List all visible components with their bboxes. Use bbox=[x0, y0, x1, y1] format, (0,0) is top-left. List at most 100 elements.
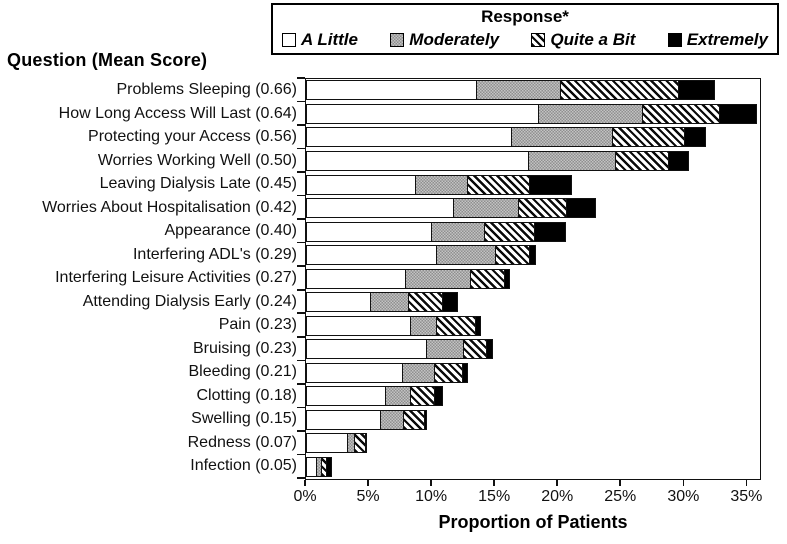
x-tick-label: 15% bbox=[478, 488, 511, 505]
bar-segment-a-little bbox=[307, 246, 436, 265]
bar-segment-quite-a-bit bbox=[612, 128, 685, 147]
bar-segment-a-little bbox=[307, 199, 454, 218]
bar-segment-quite-a-bit bbox=[614, 151, 668, 170]
bar-segment-moderately bbox=[347, 434, 354, 453]
bar-segment-moderately bbox=[475, 81, 561, 100]
bar-row bbox=[306, 268, 510, 289]
bar-segment-quite-a-bit bbox=[560, 81, 678, 100]
bar-segment-a-little bbox=[307, 293, 371, 312]
y-axis-tick bbox=[297, 477, 305, 479]
legend-items: A Little Moderately Quite a Bit Extremely bbox=[273, 28, 777, 52]
bar-segment-moderately bbox=[315, 457, 321, 476]
legend-title: Response* bbox=[481, 7, 569, 26]
bar-segment-quite-a-bit bbox=[463, 340, 487, 359]
bar-segment-extremely bbox=[667, 151, 688, 170]
bar-row bbox=[306, 245, 537, 266]
bar-row bbox=[306, 174, 572, 195]
y-axis-tick bbox=[297, 430, 305, 432]
category-label: Interfering Leisure Activities (0.27) bbox=[55, 269, 297, 287]
bar-segment-extremely bbox=[424, 410, 426, 429]
x-axis-tick bbox=[556, 480, 559, 486]
bar-row bbox=[306, 386, 443, 407]
bar-segment-a-little bbox=[307, 316, 411, 335]
legend-item-extremely: Extremely bbox=[667, 28, 768, 52]
x-axis-title: Proportion of Patients bbox=[438, 512, 628, 532]
legend-box: Response* A Little Moderately Quite a Bit E… bbox=[271, 3, 779, 55]
category-label: Clotting (0.18) bbox=[196, 386, 298, 404]
bar-segment-moderately bbox=[405, 269, 470, 288]
x-axis-tick bbox=[682, 480, 685, 486]
bar-segment-a-little bbox=[307, 434, 348, 453]
category-label: Swelling (0.15) bbox=[191, 410, 297, 428]
bar-segment-a-little bbox=[307, 457, 316, 476]
category-label: Problems Sleeping (0.66) bbox=[116, 81, 297, 98]
category-label: Leaving Dialysis Late (0.45) bbox=[99, 175, 297, 193]
bar-row bbox=[306, 409, 427, 430]
bar-segment-extremely bbox=[474, 316, 480, 335]
category-label: Bruising (0.23) bbox=[192, 339, 297, 357]
bar-segment-moderately bbox=[511, 128, 613, 147]
bar-row bbox=[306, 433, 368, 454]
x-tick-label: 35% bbox=[730, 488, 763, 505]
y-axis-tick bbox=[297, 336, 305, 338]
bar-row bbox=[306, 456, 332, 477]
bar-segment-quite-a-bit bbox=[517, 199, 566, 218]
y-axis-tick bbox=[297, 100, 305, 103]
bar-segment-extremely bbox=[434, 387, 442, 406]
bar-segment-quite-a-bit bbox=[407, 293, 442, 312]
x-axis-tick bbox=[367, 480, 369, 486]
y-axis-title: Question (Mean Score) bbox=[7, 50, 208, 70]
bar-row bbox=[306, 315, 481, 336]
bar-row bbox=[306, 150, 689, 171]
bar-segment-quite-a-bit bbox=[494, 246, 529, 265]
x-tick-label: 30% bbox=[667, 488, 700, 505]
x-tick-label: 5% bbox=[356, 488, 380, 505]
bar-segment-extremely bbox=[503, 269, 509, 288]
category-label: Appearance (0.40) bbox=[164, 222, 297, 240]
x-axis-tick bbox=[619, 480, 622, 486]
x-tick-label: 0% bbox=[293, 488, 317, 505]
category-label: Pain (0.23) bbox=[218, 316, 297, 334]
y-axis-tick bbox=[297, 359, 305, 362]
bar-segment-extremely bbox=[533, 222, 566, 241]
bar-segment-extremely bbox=[364, 434, 367, 453]
x-tick-label: 20% bbox=[541, 488, 574, 505]
bar-row bbox=[306, 103, 757, 124]
y-axis-tick bbox=[297, 406, 305, 409]
bar-segment-a-little bbox=[307, 175, 416, 194]
bar-segment-moderately bbox=[385, 387, 411, 406]
legend-label: Moderately bbox=[409, 30, 500, 49]
bar-segment-extremely bbox=[528, 175, 571, 194]
bar-segment-moderately bbox=[401, 363, 435, 382]
bar-segment-a-little bbox=[307, 410, 381, 429]
bar-row bbox=[306, 339, 494, 360]
bar-segment-extremely bbox=[677, 81, 715, 100]
bar-segment-moderately bbox=[537, 104, 643, 123]
x-axis-tick bbox=[304, 480, 306, 486]
plot-area bbox=[305, 78, 761, 480]
bar-segment-extremely bbox=[719, 104, 756, 123]
bar-row bbox=[306, 221, 567, 242]
bar-segment-a-little bbox=[307, 222, 431, 241]
quite-a-bit-swatch-icon bbox=[531, 33, 546, 47]
bar-segment-moderately bbox=[410, 316, 436, 335]
category-label: Worries About Hospitalisation (0.42) bbox=[42, 198, 297, 216]
bar-segment-moderately bbox=[527, 151, 615, 170]
y-axis-tick bbox=[297, 124, 305, 126]
bar-segment-moderately bbox=[430, 222, 484, 241]
category-label: Redness (0.07) bbox=[187, 433, 297, 451]
extremely-swatch-icon bbox=[667, 33, 682, 47]
legend-item-quite-a-bit: Quite a Bit bbox=[531, 28, 635, 52]
legend-item-moderately: Moderately bbox=[390, 28, 499, 52]
bar-segment-extremely bbox=[486, 340, 493, 359]
y-axis-tick bbox=[297, 171, 305, 173]
legend-item-a-little: A Little bbox=[282, 28, 358, 52]
bar-row bbox=[306, 362, 469, 383]
category-label: Attending Dialysis Early (0.24) bbox=[82, 292, 297, 310]
y-axis-tick bbox=[297, 288, 305, 291]
x-tick-label: 25% bbox=[604, 488, 637, 505]
category-label: Protecting your Access (0.56) bbox=[88, 128, 297, 146]
bar-segment-quite-a-bit bbox=[642, 104, 720, 123]
x-tick-label: 10% bbox=[415, 488, 448, 505]
bar-row bbox=[306, 198, 596, 219]
